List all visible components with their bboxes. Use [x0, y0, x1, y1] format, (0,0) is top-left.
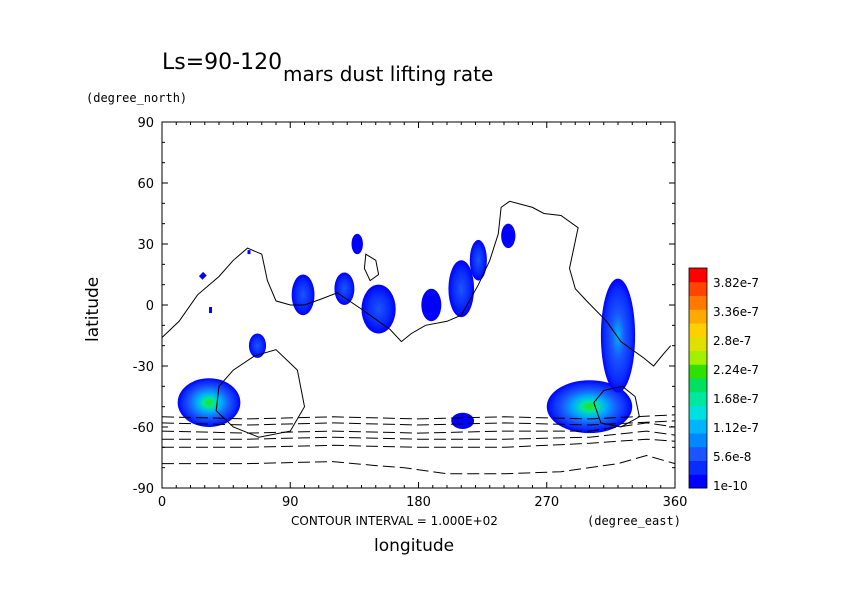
colorbar-swatch	[689, 446, 707, 461]
dust-region-3	[334, 272, 355, 305]
x-axis-label: longitude	[374, 536, 455, 556]
colorbar-swatch	[689, 281, 707, 296]
colorbar-label: 1e-10	[713, 479, 748, 493]
dust-region-10	[451, 412, 475, 430]
colorbar-swatch	[689, 378, 707, 393]
contours	[161, 200, 676, 475]
colorbar-label: 2.8e-7	[713, 334, 751, 348]
x-tick-label: 180	[406, 495, 431, 510]
x-tick-label: 360	[663, 495, 688, 510]
contour-interval-note: CONTOUR INTERVAL = 1.000E+02	[291, 514, 498, 528]
contour-line-dashed	[161, 420, 676, 426]
dust-region-8	[469, 239, 487, 281]
contour-line-dashed	[162, 438, 676, 448]
colorbar-label: 5.6e-8	[713, 450, 751, 464]
colorbar-swatch	[689, 391, 707, 406]
colorbar-label: 1.12e-7	[713, 421, 759, 435]
y-tick-label: -30	[133, 360, 154, 375]
colorbar-swatch	[689, 419, 707, 434]
dust-region-2	[291, 274, 315, 316]
dust-regions	[177, 223, 636, 434]
colorbar-label: 1.68e-7	[713, 392, 759, 406]
colorbar-swatch	[689, 474, 707, 489]
dust-region-1	[248, 333, 267, 358]
dust-region-11	[546, 380, 633, 434]
dust-region-12	[600, 278, 636, 393]
contour-loop	[215, 349, 306, 438]
x-tick-label: 270	[534, 495, 559, 510]
colorbar-swatch	[689, 433, 707, 448]
colorbar-label: 3.36e-7	[713, 305, 759, 319]
y-tick-label: 90	[137, 116, 154, 131]
colorbar-swatch	[689, 405, 707, 420]
season-label: Ls=90-120	[162, 50, 283, 75]
contour-line-dashed	[161, 414, 676, 420]
x-tick-label: 0	[158, 495, 166, 510]
contour-line-topography	[161, 200, 672, 367]
dust-speck	[247, 250, 251, 255]
colorbar-swatch	[689, 309, 707, 324]
dust-region-9	[501, 223, 516, 249]
colorbar-swatch	[689, 336, 707, 351]
dust-speck	[198, 271, 207, 280]
dust-region-6	[421, 288, 442, 322]
colorbar-swatch	[689, 295, 707, 310]
dust-region-0	[177, 378, 241, 427]
colorbar-label: 3.82e-7	[713, 276, 759, 290]
colorbar-frame	[688, 267, 708, 489]
contour-loop	[363, 253, 380, 282]
axes: 0 90 180 270 360 90 60 30 0 -30 -60 -90	[133, 116, 688, 510]
y-tick-label: 30	[137, 238, 154, 253]
chart-title: mars dust lifting rate	[283, 62, 494, 86]
colorbar-swatch	[689, 460, 707, 475]
dust-region-5	[361, 284, 396, 334]
y-tick-label: -60	[133, 421, 154, 436]
dust-speck	[209, 307, 213, 314]
contour-line-dashed	[162, 454, 676, 475]
colorbar-swatch	[689, 364, 707, 379]
y-tick-label: 60	[137, 177, 154, 192]
colorbar-label: 2.24e-7	[713, 363, 759, 377]
x-tick-label: 90	[282, 495, 299, 510]
x-unit-label: (degree_east)	[587, 514, 681, 528]
dust-region-4	[351, 233, 363, 255]
colorbar: 3.82e-7 3.36e-7 2.8e-7 2.24e-7 1.68e-7 1.12e-…	[688, 267, 759, 493]
dust-region-7	[448, 260, 475, 318]
y-tick-label: -90	[133, 482, 154, 497]
contour-loop	[593, 385, 640, 428]
contour-line-dashed	[162, 430, 676, 440]
colorbar-swatch	[689, 323, 707, 338]
y-unit-label: (degree_north)	[86, 91, 188, 105]
colorbar-swatch	[689, 350, 707, 365]
y-tick-label: 0	[146, 299, 154, 314]
contour-line-dashed	[161, 422, 676, 434]
colorbar-swatch	[689, 268, 707, 283]
